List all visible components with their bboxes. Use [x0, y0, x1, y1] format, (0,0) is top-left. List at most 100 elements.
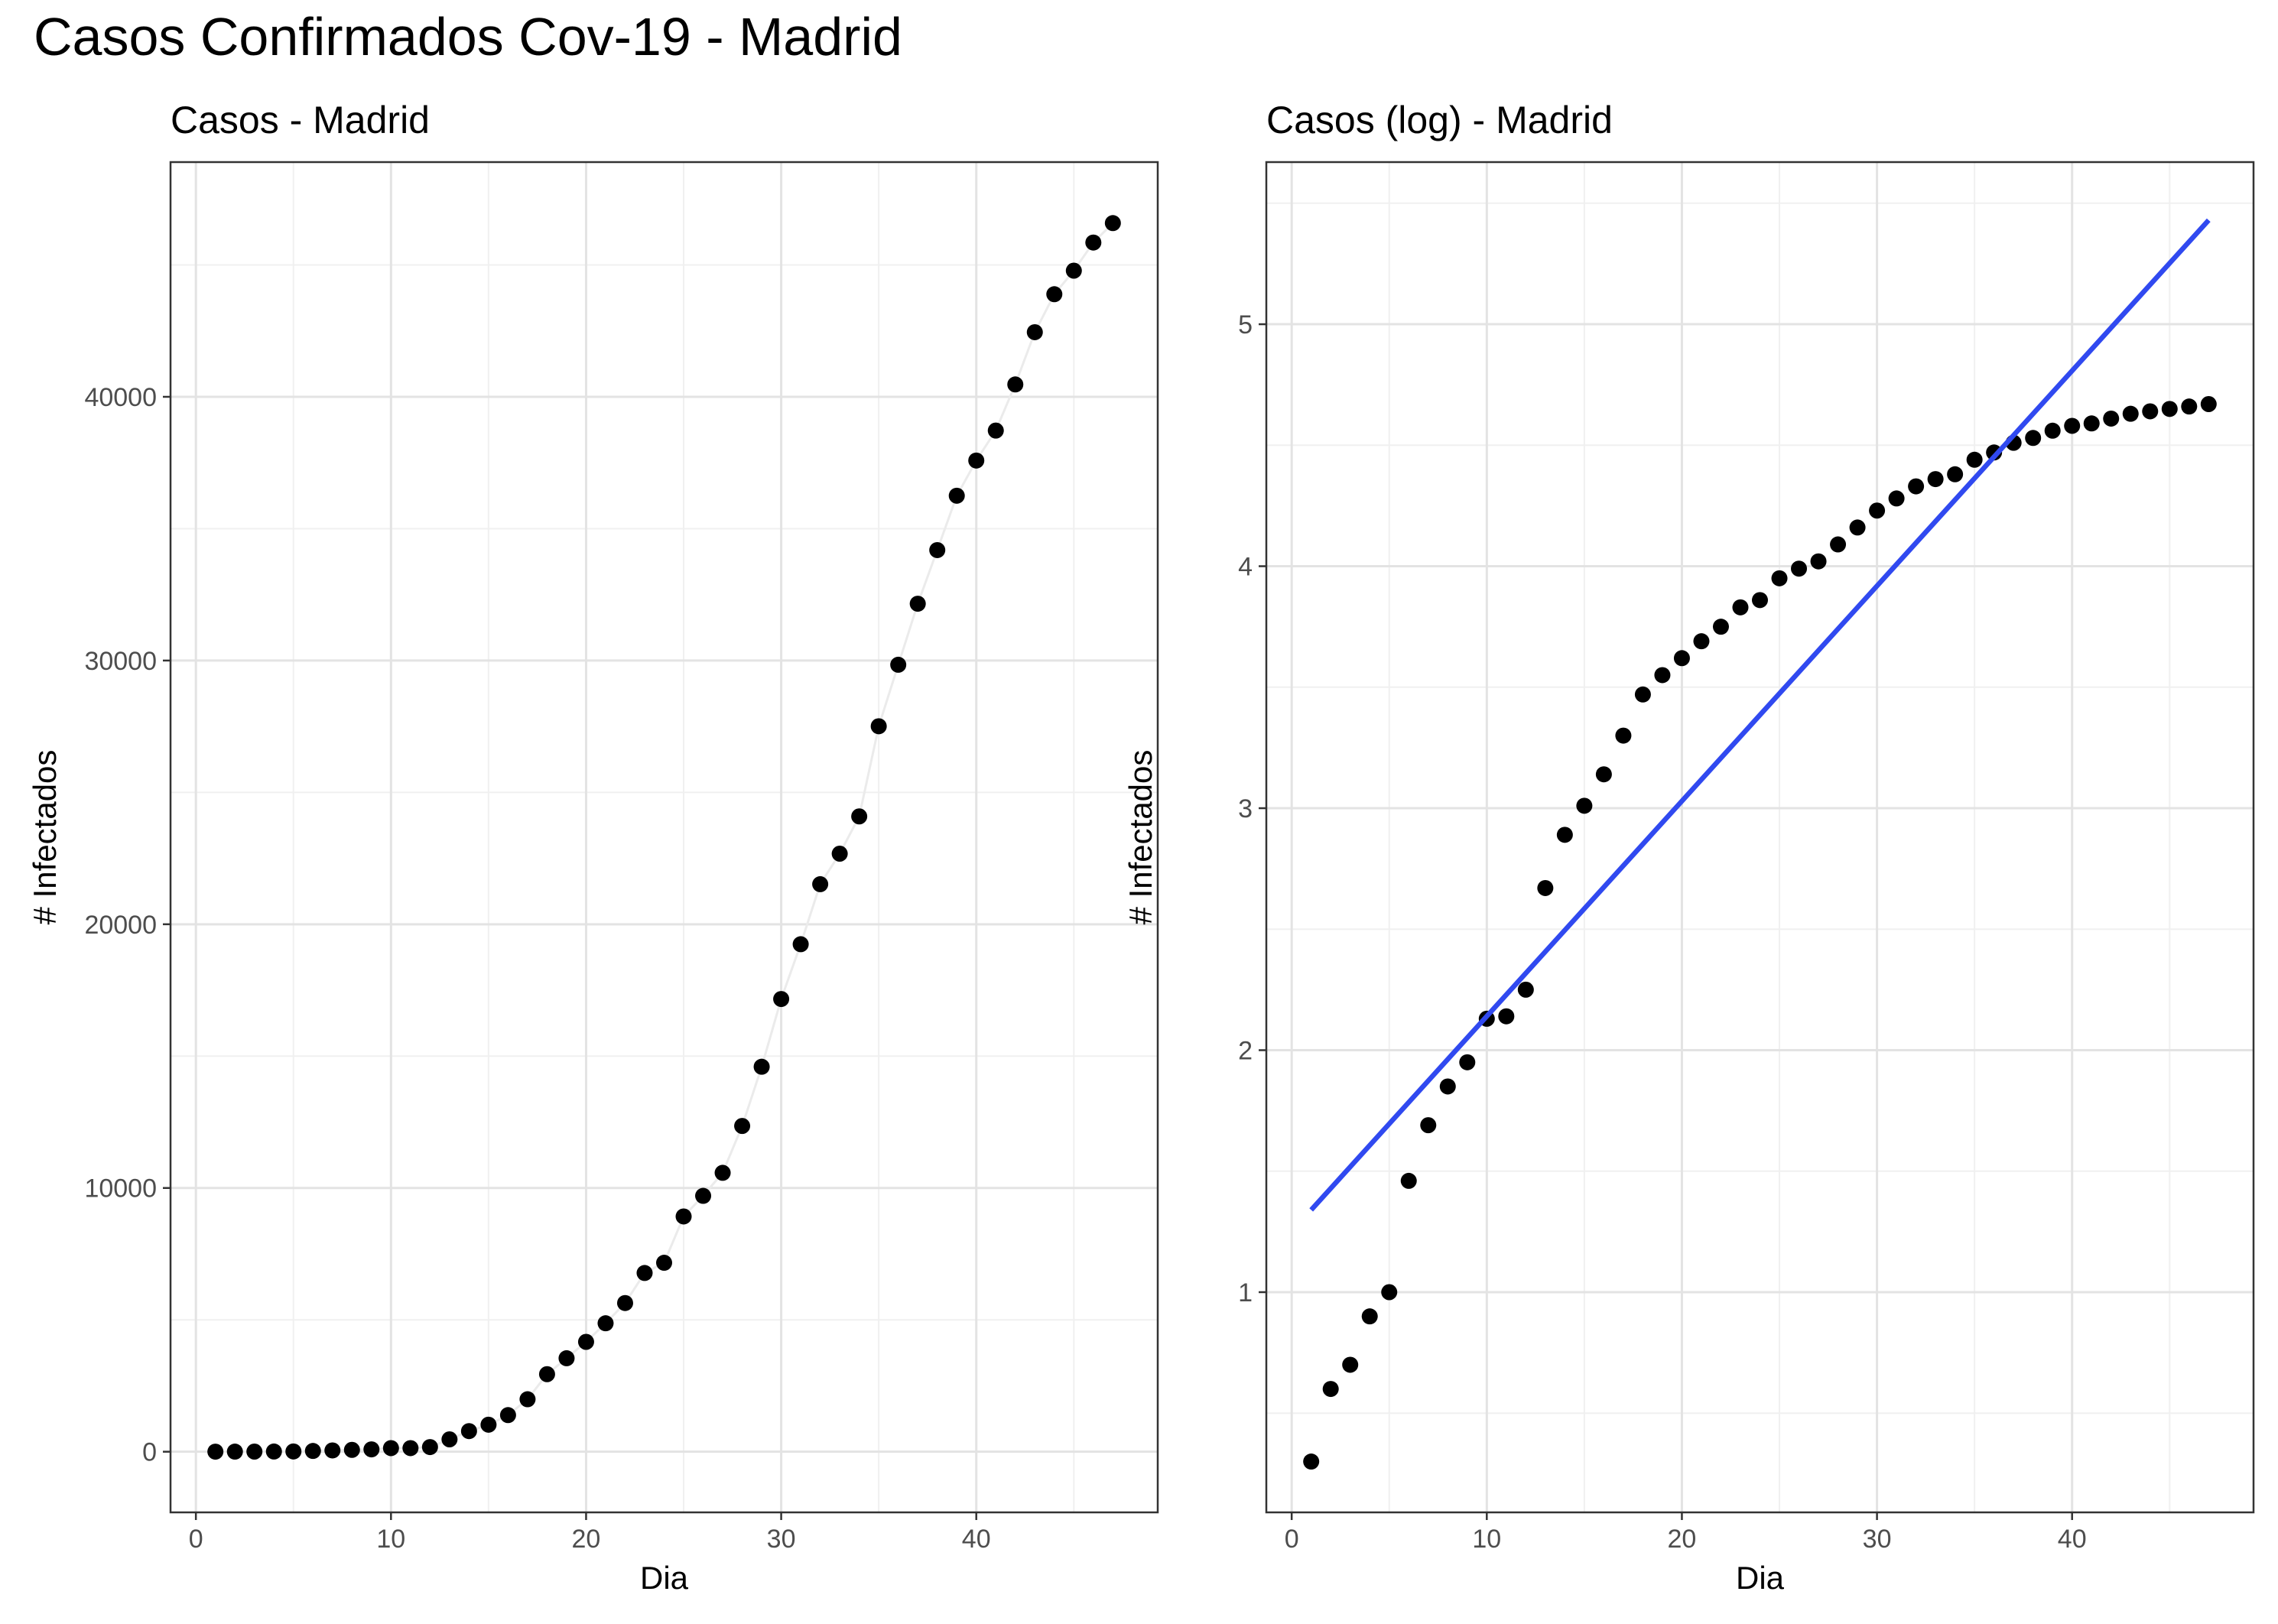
data-point — [597, 1315, 614, 1332]
data-point — [1400, 1172, 1417, 1189]
data-point — [1303, 1453, 1320, 1470]
data-point — [324, 1442, 341, 1459]
y-tick-label: 2 — [1238, 1037, 1253, 1066]
data-point — [2044, 422, 2061, 439]
data-point — [968, 452, 985, 469]
data-point — [1693, 633, 1710, 650]
x-tick-label: 40 — [962, 1525, 991, 1554]
data-point — [1439, 1078, 1456, 1095]
y-tick-label: 1 — [1238, 1278, 1253, 1307]
y-tick-label: 10000 — [84, 1174, 157, 1203]
x-tick-label: 30 — [1863, 1525, 1892, 1554]
y-tick-label: 5 — [1238, 310, 1253, 339]
data-point — [1104, 215, 1121, 232]
data-point — [1771, 570, 1788, 586]
plot-background — [1266, 162, 2254, 1512]
plot-border — [169, 161, 1159, 1514]
data-point — [480, 1416, 497, 1433]
data-point — [753, 1058, 770, 1075]
data-point — [2181, 398, 2198, 415]
x-tick-label: 20 — [1668, 1525, 1697, 1554]
panel-title: Casos - Madrid — [171, 99, 430, 141]
data-point — [656, 1255, 672, 1272]
data-point — [1517, 981, 1534, 998]
data-point — [1966, 451, 1983, 468]
y-tick-label: 20000 — [84, 911, 157, 940]
data-point — [1046, 286, 1063, 303]
data-point — [1007, 376, 1024, 393]
data-point — [265, 1443, 282, 1460]
data-point — [1986, 444, 2003, 461]
data-point — [2103, 410, 2120, 427]
x-tick-label: 20 — [572, 1525, 601, 1554]
data-point — [246, 1443, 263, 1460]
data-point — [1888, 490, 1905, 507]
data-point — [987, 422, 1004, 439]
data-point — [929, 541, 946, 558]
data-point — [890, 656, 907, 673]
y-tick-label: 3 — [1238, 794, 1253, 823]
x-tick-label: 10 — [376, 1525, 405, 1554]
y-tick-label: 4 — [1238, 553, 1253, 582]
x-tick-label: 30 — [767, 1525, 796, 1554]
panel-title: Casos (log) - Madrid — [1266, 99, 1613, 141]
data-point — [207, 1444, 224, 1460]
data-point — [1927, 471, 1944, 488]
figure-title: Casos Confirmados Cov-19 - Madrid — [34, 7, 902, 67]
data-point — [441, 1431, 458, 1447]
data-point — [636, 1265, 653, 1281]
data-point — [1420, 1117, 1437, 1134]
data-point — [675, 1208, 692, 1225]
fit-line — [1309, 218, 2211, 1212]
data-point — [792, 936, 809, 953]
data-point — [734, 1118, 751, 1135]
plot-background — [171, 162, 1158, 1512]
data-point — [1947, 466, 1964, 482]
data-point — [1791, 560, 1808, 577]
data-point — [2083, 415, 2100, 432]
data-point — [773, 991, 790, 1008]
data-point — [1732, 599, 1749, 615]
data-point — [2064, 417, 2081, 434]
panel-linear-cases: Casos - Madrid 0 10 20 30 40 0 10000 20000 30000… — [27, 99, 1159, 1596]
data-point — [909, 596, 926, 612]
data-point — [831, 845, 848, 862]
data-point — [538, 1366, 555, 1382]
data-point — [2025, 430, 2042, 447]
data-point — [343, 1441, 360, 1458]
data-point — [1361, 1308, 1378, 1325]
data-point — [851, 808, 868, 825]
data-point — [1615, 727, 1632, 744]
data-point — [870, 718, 887, 735]
data-point — [1065, 262, 1082, 279]
data-point — [812, 875, 829, 892]
data-point — [1712, 619, 1729, 635]
data-point — [558, 1350, 575, 1366]
y-tick-label: 0 — [142, 1438, 157, 1467]
x-tick-label: 0 — [1285, 1525, 1299, 1554]
x-axis-title: Dia — [640, 1560, 689, 1596]
data-point — [1810, 553, 1827, 570]
data-point — [1322, 1381, 1339, 1398]
data-point — [1908, 478, 1925, 495]
data-point — [616, 1294, 633, 1311]
data-point — [1381, 1284, 1398, 1301]
data-point — [285, 1443, 302, 1460]
data-point — [382, 1440, 399, 1457]
data-point — [1654, 667, 1671, 684]
data-point — [2200, 395, 2217, 412]
y-tick-label: 30000 — [84, 647, 157, 676]
data-point — [1830, 536, 1847, 553]
data-point — [304, 1443, 321, 1460]
data-point — [1026, 323, 1043, 340]
data-point — [1537, 879, 1554, 896]
data-point — [2122, 405, 2139, 422]
data-point — [1752, 592, 1768, 609]
data-point — [519, 1391, 536, 1408]
data-point — [1673, 650, 1690, 667]
data-point — [948, 487, 965, 504]
data-point — [499, 1407, 516, 1424]
data-point — [1595, 766, 1612, 783]
data-point — [1085, 234, 1102, 251]
